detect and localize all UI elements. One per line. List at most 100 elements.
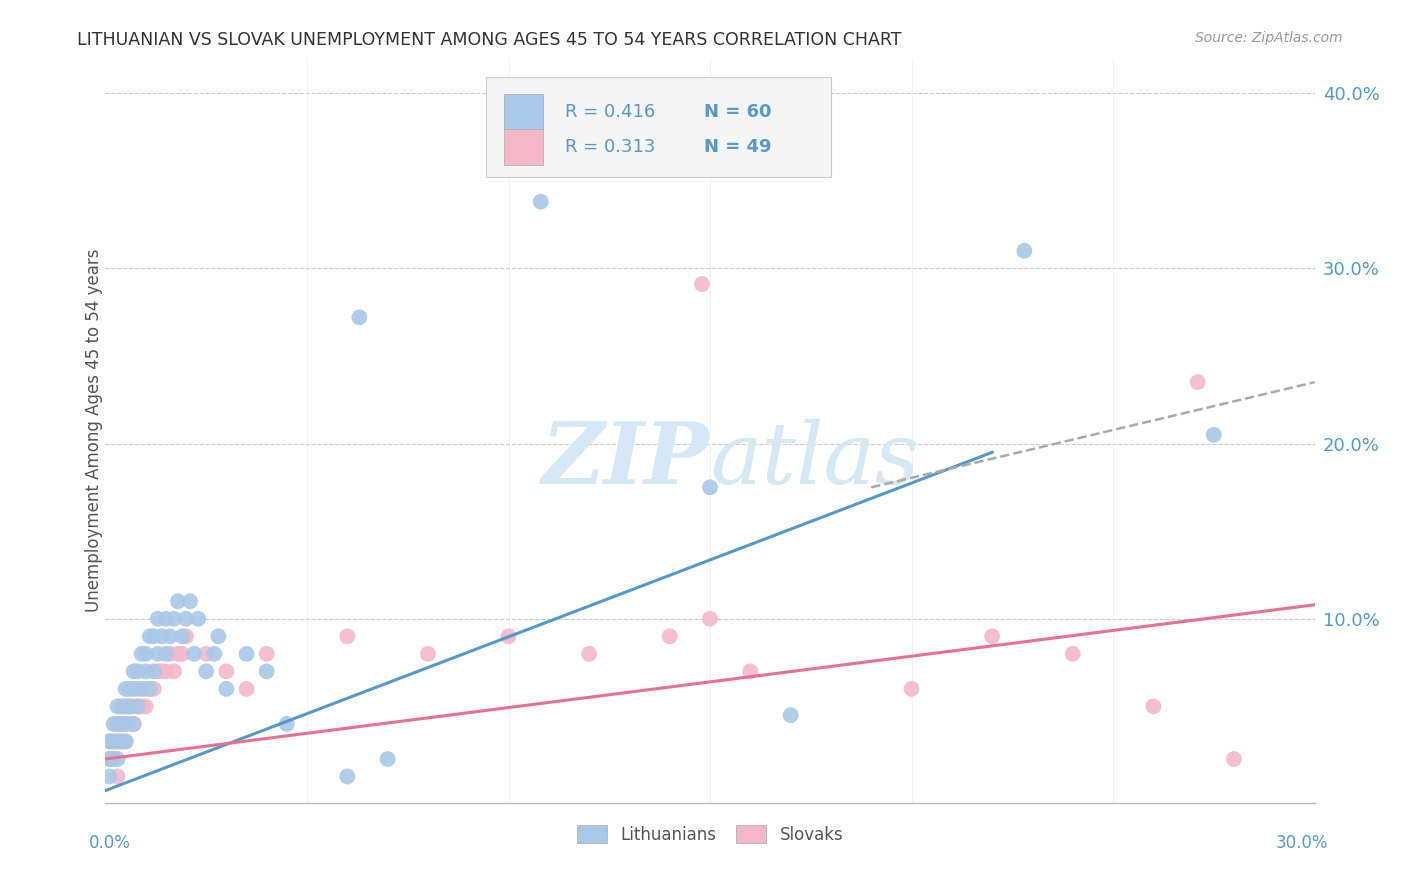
Point bbox=[110, 734, 132, 748]
Text: ZIP: ZIP bbox=[543, 418, 710, 502]
Point bbox=[110, 734, 132, 748]
Point bbox=[981, 629, 1004, 643]
Point bbox=[103, 734, 125, 748]
Text: 0.0%: 0.0% bbox=[89, 834, 131, 852]
Point bbox=[98, 734, 121, 748]
Point bbox=[159, 647, 181, 661]
Point bbox=[139, 681, 162, 696]
Point bbox=[167, 594, 190, 608]
Bar bbox=[505, 95, 543, 130]
Point bbox=[215, 665, 238, 679]
Point bbox=[114, 717, 136, 731]
Point bbox=[163, 612, 186, 626]
Point bbox=[107, 717, 129, 731]
Text: R = 0.313: R = 0.313 bbox=[565, 138, 655, 156]
FancyBboxPatch shape bbox=[486, 77, 831, 178]
Text: R = 0.416: R = 0.416 bbox=[565, 103, 655, 121]
Y-axis label: Unemployment Among Ages 45 to 54 years: Unemployment Among Ages 45 to 54 years bbox=[86, 249, 103, 612]
Point bbox=[658, 629, 681, 643]
Point bbox=[146, 647, 169, 661]
Point bbox=[163, 665, 186, 679]
Point bbox=[110, 717, 132, 731]
Point bbox=[98, 752, 121, 766]
Point bbox=[98, 770, 121, 784]
Point bbox=[195, 665, 218, 679]
Point bbox=[195, 647, 218, 661]
Point bbox=[256, 647, 278, 661]
Point bbox=[276, 717, 298, 731]
Point bbox=[699, 612, 721, 626]
Point bbox=[578, 647, 600, 661]
Point bbox=[150, 665, 173, 679]
Point bbox=[122, 665, 145, 679]
Point bbox=[114, 699, 136, 714]
Point bbox=[103, 734, 125, 748]
Point bbox=[1202, 427, 1225, 442]
Point bbox=[146, 612, 169, 626]
Point bbox=[256, 665, 278, 679]
Point bbox=[122, 717, 145, 731]
Point bbox=[135, 665, 157, 679]
Point bbox=[122, 717, 145, 731]
Point bbox=[142, 665, 165, 679]
Point bbox=[349, 310, 371, 325]
Point bbox=[131, 681, 153, 696]
Text: LITHUANIAN VS SLOVAK UNEMPLOYMENT AMONG AGES 45 TO 54 YEARS CORRELATION CHART: LITHUANIAN VS SLOVAK UNEMPLOYMENT AMONG … bbox=[77, 31, 901, 49]
Point bbox=[131, 699, 153, 714]
Point bbox=[699, 480, 721, 494]
Point bbox=[118, 681, 141, 696]
Point bbox=[146, 665, 169, 679]
Point bbox=[114, 699, 136, 714]
Point bbox=[135, 681, 157, 696]
Point bbox=[127, 699, 149, 714]
Point bbox=[107, 717, 129, 731]
Point bbox=[336, 770, 359, 784]
Point bbox=[155, 612, 177, 626]
Point bbox=[107, 734, 129, 748]
Point bbox=[1062, 647, 1084, 661]
Text: atlas: atlas bbox=[710, 419, 920, 501]
Point bbox=[139, 629, 162, 643]
Point bbox=[740, 665, 762, 679]
Point bbox=[690, 277, 713, 291]
Point bbox=[118, 699, 141, 714]
Point bbox=[183, 647, 205, 661]
Point bbox=[110, 717, 132, 731]
Point bbox=[135, 647, 157, 661]
Bar bbox=[505, 129, 543, 165]
Point bbox=[98, 734, 121, 748]
Text: 30.0%: 30.0% bbox=[1277, 834, 1329, 852]
Point bbox=[174, 629, 197, 643]
Point bbox=[170, 629, 193, 643]
Point bbox=[155, 647, 177, 661]
Point bbox=[900, 681, 922, 696]
Point bbox=[118, 699, 141, 714]
Point bbox=[377, 752, 399, 766]
Point bbox=[1223, 752, 1246, 766]
Point bbox=[159, 629, 181, 643]
Point bbox=[114, 734, 136, 748]
Point bbox=[103, 752, 125, 766]
Point bbox=[1014, 244, 1036, 258]
Point bbox=[103, 752, 125, 766]
Point bbox=[336, 629, 359, 643]
Point bbox=[187, 612, 209, 626]
Point bbox=[167, 647, 190, 661]
Point bbox=[114, 681, 136, 696]
Point bbox=[235, 681, 257, 696]
Point bbox=[139, 681, 162, 696]
Point bbox=[114, 734, 136, 748]
Text: N = 60: N = 60 bbox=[704, 103, 772, 121]
Point bbox=[155, 665, 177, 679]
Point bbox=[107, 734, 129, 748]
Point bbox=[530, 194, 553, 209]
Point bbox=[98, 752, 121, 766]
Point bbox=[1187, 375, 1209, 389]
Point bbox=[170, 647, 193, 661]
Point bbox=[114, 717, 136, 731]
Point bbox=[110, 699, 132, 714]
Point bbox=[150, 629, 173, 643]
Point bbox=[127, 681, 149, 696]
Point bbox=[118, 717, 141, 731]
Point bbox=[142, 681, 165, 696]
